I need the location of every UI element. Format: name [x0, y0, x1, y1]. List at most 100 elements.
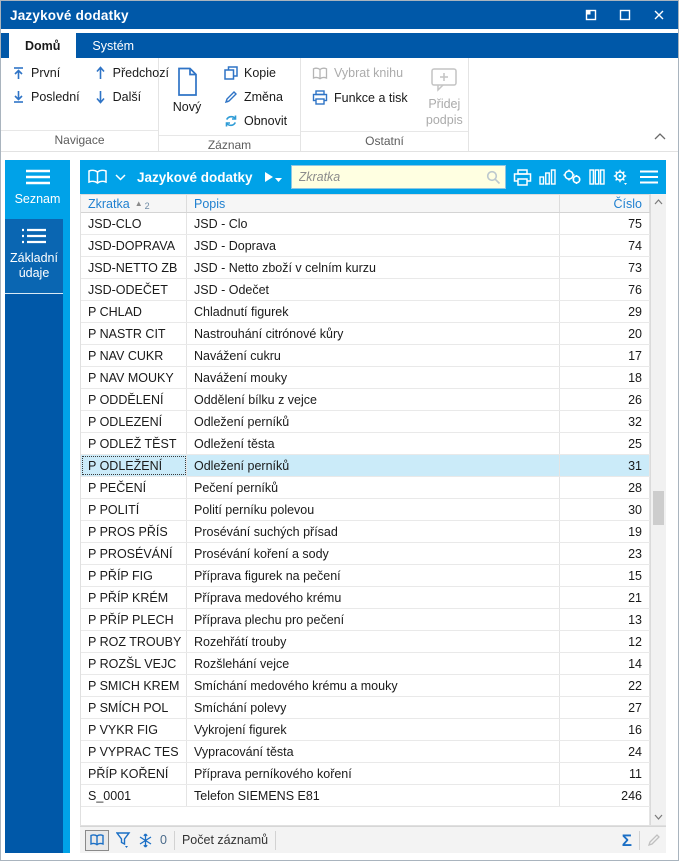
- table-row[interactable]: P ODLEŽENÍ Odležení perníků 31: [81, 455, 650, 477]
- table-row[interactable]: P ODLEŽ TĚST Odležení těsta 25: [81, 433, 650, 455]
- cell-popis[interactable]: Odležení perníků: [187, 411, 560, 432]
- column-header-cislo[interactable]: Číslo: [560, 195, 650, 212]
- sidebar-item-seznam[interactable]: Seznam: [5, 160, 70, 219]
- scrollbar-thumb[interactable]: [653, 490, 664, 525]
- cell-popis[interactable]: JSD - Clo: [187, 213, 560, 234]
- table-row[interactable]: P ODDĚLENÍ Oddělení bílku z vejce 26: [81, 389, 650, 411]
- table-row[interactable]: P VYKR FIG Vykrojení figurek 16: [81, 719, 650, 741]
- cell-popis[interactable]: JSD - Odečet: [187, 279, 560, 300]
- table-row[interactable]: P PŘÍP KRÉM Příprava medového krému 21: [81, 587, 650, 609]
- gears-icon[interactable]: [563, 169, 582, 185]
- cell-popis[interactable]: JSD - Doprava: [187, 235, 560, 256]
- functions-print-button[interactable]: Funkce a tisk: [305, 85, 415, 110]
- cell-popis[interactable]: Odležení těsta: [187, 433, 560, 454]
- columns-icon[interactable]: [589, 169, 605, 185]
- cell-zkratka[interactable]: S_0001: [81, 785, 187, 806]
- cell-popis[interactable]: Vykrojení figurek: [187, 719, 560, 740]
- table-row[interactable]: S_0001 Telefon SIEMENS E81 246: [81, 785, 650, 807]
- cell-zkratka[interactable]: JSD-ODEČET: [81, 279, 187, 300]
- cell-zkratka[interactable]: P ROZŠL VEJC: [81, 653, 187, 674]
- table-row[interactable]: P NASTR CIT Nastrouhání citrónové kůry 2…: [81, 323, 650, 345]
- table-row[interactable]: P PROSÉVÁNÍ Prosévání koření a sody 23: [81, 543, 650, 565]
- cell-cislo[interactable]: 76: [560, 279, 650, 300]
- column-header-zkratka[interactable]: Zkratka ▲ 2: [81, 195, 187, 212]
- cell-zkratka[interactable]: PŘÍP KOŘENÍ: [81, 763, 187, 784]
- table-row[interactable]: P PROS PŘÍS Prosévání suchých přísad 19: [81, 521, 650, 543]
- cell-cislo[interactable]: 31: [560, 455, 650, 476]
- cell-cislo[interactable]: 246: [560, 785, 650, 806]
- table-row[interactable]: P PŘÍP PLECH Příprava plechu pro pečení …: [81, 609, 650, 631]
- table-row[interactable]: JSD-DOPRAVA JSD - Doprava 74: [81, 235, 650, 257]
- first-button[interactable]: První: [5, 61, 87, 85]
- cell-popis[interactable]: Příprava figurek na pečení: [187, 565, 560, 586]
- cell-cislo[interactable]: 11: [560, 763, 650, 784]
- cell-cislo[interactable]: 19: [560, 521, 650, 542]
- cell-cislo[interactable]: 25: [560, 433, 650, 454]
- table-row[interactable]: P SMICH KREM Smíchání medového krému a m…: [81, 675, 650, 697]
- run-filter-icon[interactable]: [264, 171, 282, 183]
- cell-zkratka[interactable]: JSD-NETTO ZB: [81, 257, 187, 278]
- cell-zkratka[interactable]: P SMÍCH POL: [81, 697, 187, 718]
- cell-popis[interactable]: Polití perníku polevou: [187, 499, 560, 520]
- table-row[interactable]: P NAV MOUKY Navážení mouky 18: [81, 367, 650, 389]
- collapse-ribbon-icon[interactable]: [654, 127, 666, 145]
- cell-zkratka[interactable]: JSD-DOPRAVA: [81, 235, 187, 256]
- cell-popis[interactable]: Telefon SIEMENS E81: [187, 785, 560, 806]
- cell-popis[interactable]: Chladnutí figurek: [187, 301, 560, 322]
- cell-zkratka[interactable]: P NASTR CIT: [81, 323, 187, 344]
- cell-zkratka[interactable]: P PŘÍP PLECH: [81, 609, 187, 630]
- cell-popis[interactable]: Pečení perníků: [187, 477, 560, 498]
- column-header-popis[interactable]: Popis: [187, 195, 560, 212]
- cell-zkratka[interactable]: P VYPRAC TES: [81, 741, 187, 762]
- cell-cislo[interactable]: 29: [560, 301, 650, 322]
- search-icon[interactable]: [486, 170, 501, 185]
- cell-cislo[interactable]: 13: [560, 609, 650, 630]
- snowflake-icon[interactable]: [138, 833, 153, 848]
- cell-cislo[interactable]: 16: [560, 719, 650, 740]
- cell-popis[interactable]: Navážení mouky: [187, 367, 560, 388]
- cell-zkratka[interactable]: P NAV CUKR: [81, 345, 187, 366]
- cell-popis[interactable]: Oddělení bílku z vejce: [187, 389, 560, 410]
- cell-popis[interactable]: Rozehřátí trouby: [187, 631, 560, 652]
- cell-zkratka[interactable]: P PŘÍP KRÉM: [81, 587, 187, 608]
- cell-cislo[interactable]: 28: [560, 477, 650, 498]
- cell-popis[interactable]: Smíchání polevy: [187, 697, 560, 718]
- cell-cislo[interactable]: 32: [560, 411, 650, 432]
- cell-zkratka[interactable]: P ODLEŽENÍ: [81, 455, 187, 476]
- cell-cislo[interactable]: 18: [560, 367, 650, 388]
- next-button[interactable]: Další: [87, 85, 176, 109]
- chart-icon[interactable]: [539, 169, 556, 185]
- cell-popis[interactable]: Odležení perníků: [187, 455, 560, 476]
- cell-cislo[interactable]: 17: [560, 345, 650, 366]
- cell-popis[interactable]: Příprava medového krému: [187, 587, 560, 608]
- cell-zkratka[interactable]: P PROSÉVÁNÍ: [81, 543, 187, 564]
- refresh-button[interactable]: Obnovit: [217, 109, 294, 133]
- table-row[interactable]: P PŘÍP FIG Příprava figurek na pečení 15: [81, 565, 650, 587]
- cell-zkratka[interactable]: P ODLEZENÍ: [81, 411, 187, 432]
- cell-cislo[interactable]: 15: [560, 565, 650, 586]
- print-icon[interactable]: [513, 168, 532, 186]
- cell-popis[interactable]: Prosévání koření a sody: [187, 543, 560, 564]
- cell-popis[interactable]: Příprava plechu pro pečení: [187, 609, 560, 630]
- table-row[interactable]: P SMÍCH POL Smíchání polevy 27: [81, 697, 650, 719]
- table-row[interactable]: P ROZŠL VEJC Rozšlehání vejce 14: [81, 653, 650, 675]
- cell-zkratka[interactable]: JSD-CLO: [81, 213, 187, 234]
- menu-icon[interactable]: [639, 170, 659, 184]
- edit-button[interactable]: Změna: [217, 85, 294, 109]
- cell-cislo[interactable]: 22: [560, 675, 650, 696]
- cell-cislo[interactable]: 20: [560, 323, 650, 344]
- cell-cislo[interactable]: 23: [560, 543, 650, 564]
- scroll-down-icon[interactable]: [651, 809, 666, 825]
- book-view-button[interactable]: [85, 829, 109, 851]
- cell-popis[interactable]: JSD - Netto zboží v celním kurzu: [187, 257, 560, 278]
- cell-zkratka[interactable]: P ODDĚLENÍ: [81, 389, 187, 410]
- table-row[interactable]: P ROZ TROUBY Rozehřátí trouby 12: [81, 631, 650, 653]
- previous-button[interactable]: Předchozí: [87, 61, 176, 85]
- chevron-down-icon[interactable]: [115, 173, 126, 181]
- cell-cislo[interactable]: 73: [560, 257, 650, 278]
- cell-cislo[interactable]: 30: [560, 499, 650, 520]
- close-icon[interactable]: [644, 3, 674, 27]
- cell-zkratka[interactable]: P PŘÍP FIG: [81, 565, 187, 586]
- cell-popis[interactable]: Smíchání medového krému a mouky: [187, 675, 560, 696]
- filter-icon[interactable]: [116, 832, 131, 848]
